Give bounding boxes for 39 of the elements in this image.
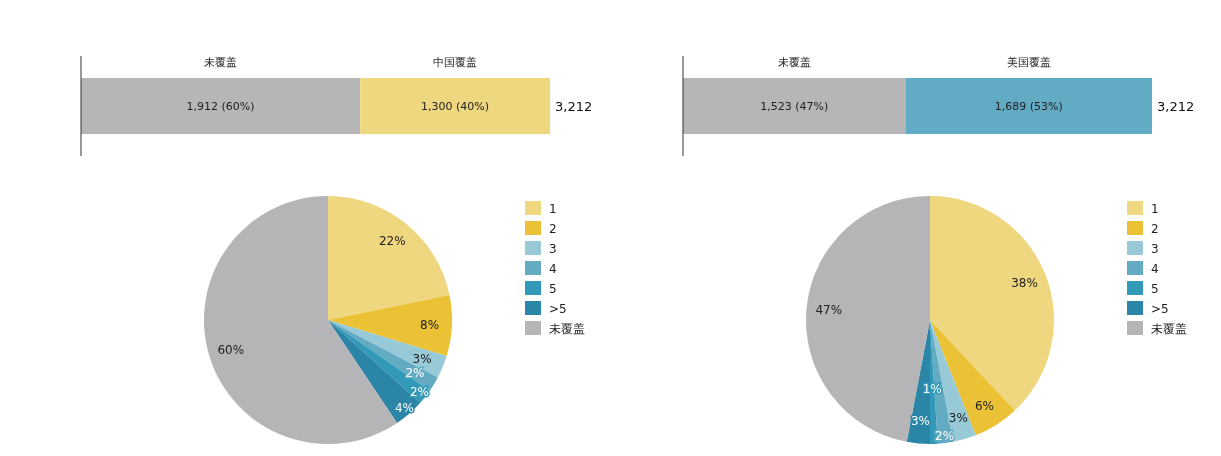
legend-label: 3 bbox=[549, 242, 557, 256]
series-label: 未覆盖 bbox=[777, 56, 811, 69]
data-label: 2% bbox=[935, 428, 955, 443]
data-label: 3% bbox=[948, 410, 968, 425]
pie-slice bbox=[328, 196, 450, 320]
legend-label: 2 bbox=[549, 222, 557, 236]
legend-label: >5 bbox=[549, 302, 567, 316]
series-label: 美国覆盖 bbox=[1006, 56, 1051, 69]
data-label: 3% bbox=[910, 414, 930, 429]
data-label: 3% bbox=[412, 351, 432, 366]
total-label: 3,212 bbox=[555, 99, 593, 114]
total-label: 3,212 bbox=[1157, 99, 1195, 114]
legend-label: 5 bbox=[549, 282, 557, 296]
series-label: 中国覆盖 bbox=[433, 56, 478, 69]
data-label: 1,300 (40%) bbox=[421, 100, 490, 113]
data-label: 1% bbox=[922, 382, 942, 397]
data-label: 38% bbox=[1011, 275, 1038, 290]
data-label: 22% bbox=[378, 234, 406, 249]
legend-label: 未覆盖 bbox=[549, 322, 585, 336]
data-label: 6% bbox=[974, 398, 995, 413]
legend-label: 2 bbox=[1151, 222, 1159, 236]
legend-label: 5 bbox=[1151, 282, 1159, 296]
data-label: 1,912 (60%) bbox=[186, 100, 255, 113]
legend-label: 未覆盖 bbox=[1151, 322, 1187, 336]
series-label: 未覆盖 bbox=[204, 56, 238, 69]
data-label: 1,689 (53%) bbox=[994, 100, 1063, 113]
data-label: 2% bbox=[409, 385, 429, 400]
data-label: 1,523 (47%) bbox=[760, 100, 829, 113]
data-label: 47% bbox=[815, 303, 843, 318]
legend-label: 3 bbox=[1151, 242, 1159, 256]
data-label: 2% bbox=[405, 365, 425, 380]
legend-label: 1 bbox=[1151, 202, 1159, 216]
data-label: 4% bbox=[394, 400, 414, 415]
legend-label: 4 bbox=[1151, 262, 1159, 276]
legend-label: 1 bbox=[549, 202, 557, 216]
data-label: 60% bbox=[217, 342, 245, 357]
data-label: 8% bbox=[420, 317, 440, 332]
legend-label: >5 bbox=[1151, 302, 1169, 316]
legend-label: 4 bbox=[549, 262, 557, 276]
